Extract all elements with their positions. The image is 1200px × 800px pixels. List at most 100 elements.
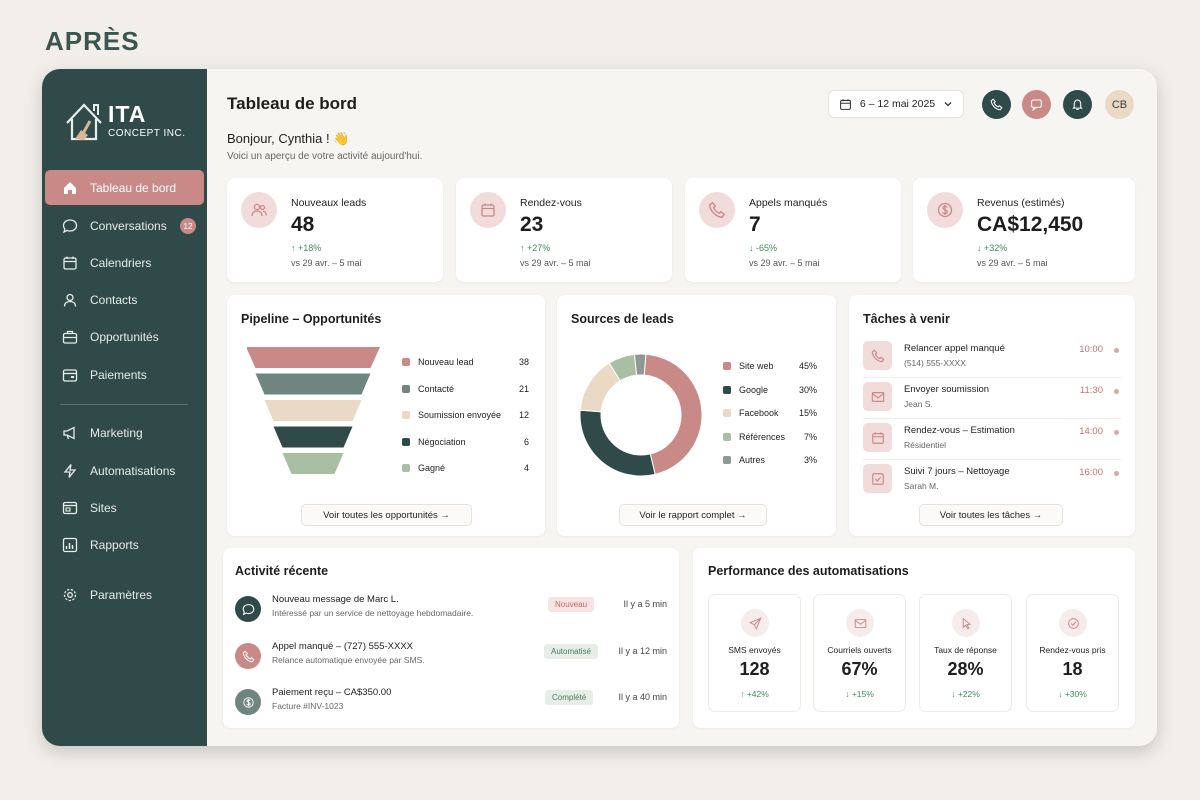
automation-stat-delta: ↑ +42% <box>740 689 769 699</box>
sidebar-item-conversations[interactable]: Conversations 12 <box>45 208 204 243</box>
legend-item: Nouveau lead <box>402 357 474 367</box>
automation-stat-sms[interactable]: SMS envoyés 128 ↑ +42% <box>708 594 801 712</box>
task-subtitle: Jean S. <box>904 399 933 409</box>
sidebar-divider <box>60 404 188 405</box>
sidebar-item-label: Tableau de bord <box>90 180 177 195</box>
lead-sources-card: Sources de leads Site web 45% Google 30% Fac… <box>557 295 836 536</box>
sidebar-item-label: Sites <box>90 500 117 515</box>
activity-time: Il y a 5 min <box>623 599 667 609</box>
sidebar-item-label: Automatisations <box>90 463 176 478</box>
legend-swatch <box>723 385 731 394</box>
gear-icon <box>63 588 77 601</box>
automation-stat-value: 67% <box>841 659 878 679</box>
automation-stat-delta: ↓ +15% <box>845 689 874 699</box>
sidebar-item-calendars[interactable]: Calendriers <box>45 245 204 280</box>
sidebar-item-automations[interactable]: Automatisations <box>45 453 204 488</box>
funnel-stage <box>264 400 362 421</box>
sidebar-item-opportunities[interactable]: Opportunités <box>45 319 204 354</box>
task-title: Rendez-vous – Estimation <box>904 425 1015 436</box>
house-broom-logo-icon <box>66 103 102 141</box>
activity-time: Il y a 12 min <box>618 646 667 656</box>
users-icon <box>241 192 277 228</box>
kpi-delta: ↓ -65% <box>749 243 778 253</box>
task-item[interactable]: Envoyer soumission Jean S. 11:30 <box>863 380 1121 416</box>
legend-swatch <box>402 384 410 393</box>
kpi-delta: ↓ +32% <box>977 243 1008 253</box>
recent-activity-card: Activité récente Nouveau message de Marc… <box>223 548 679 728</box>
sidebar-item-reports[interactable]: Rapports <box>45 527 204 562</box>
kpi-period: vs 29 avr. – 5 mai <box>749 258 820 268</box>
kpi-card-appointments[interactable]: Rendez-vous 23 ↑ +27% vs 29 avr. – 5 mai <box>456 178 672 282</box>
task-time: 10:00 <box>1079 344 1103 355</box>
activity-item[interactable]: Paiement reçu – CA$350.00 Facture #INV-1… <box>235 687 667 723</box>
user-icon <box>63 293 77 307</box>
legend-swatch <box>402 464 410 472</box>
notifications-button[interactable] <box>1063 90 1092 119</box>
legend-label: Google <box>739 384 769 395</box>
date-range-picker[interactable]: 6 – 12 mai 2025 <box>828 90 964 118</box>
pipeline-funnel-chart <box>247 347 380 474</box>
activity-item[interactable]: Appel manqué – (727) 555-XXXX Relance au… <box>235 641 667 677</box>
sidebar-item-payments[interactable]: Paiements <box>45 357 204 392</box>
kpi-period: vs 29 avr. – 5 mai <box>291 258 362 268</box>
legend-label: Facebook <box>739 408 779 418</box>
check-circle-icon <box>1059 609 1087 637</box>
view-all-tasks-button[interactable]: Voir toutes les tâches → <box>919 504 1063 526</box>
kpi-card-missed-calls[interactable]: Appels manqués 7 ↓ -65% vs 29 avr. – 5 m… <box>685 178 901 282</box>
call-button[interactable] <box>982 90 1011 119</box>
task-subtitle: Résidentiel <box>904 440 947 450</box>
calendar-icon <box>63 256 77 270</box>
activity-time: Il y a 40 min <box>618 692 667 702</box>
funnel-stage <box>273 426 353 448</box>
legend-label: Autres <box>739 455 766 465</box>
kpi-label: Revenus (estimés) <box>977 197 1065 209</box>
task-item[interactable]: Suivi 7 jours – Nettoyage Sarah M. 16:00 <box>863 462 1121 498</box>
sidebar-item-label: Rapports <box>90 537 139 552</box>
automation-stat-label: SMS envoyés <box>728 645 781 655</box>
status-badge: Automatisé <box>544 644 599 659</box>
kpi-card-leads[interactable]: Nouveaux leads 48 ↑ +18% vs 29 avr. – 5 … <box>227 178 443 282</box>
home-icon <box>64 181 76 194</box>
greeting-subtitle: Voici un aperçu de votre activité aujour… <box>227 151 423 162</box>
lead-sources-title: Sources de leads <box>571 312 674 326</box>
bolt-icon <box>63 463 77 478</box>
megaphone-icon <box>63 425 75 440</box>
dollar-icon <box>927 192 963 228</box>
automation-stat-appointments[interactable]: Rendez-vous pris 18 ↓ +30% <box>1026 594 1119 712</box>
upcoming-tasks-card: Tâches à venir Relancer appel manqué (51… <box>849 295 1135 536</box>
task-status-dot <box>1114 389 1119 394</box>
view-full-report-button[interactable]: Voir le rapport complet → <box>619 504 767 526</box>
brand-name: ITA <box>108 101 147 127</box>
sidebar-item-dashboard[interactable]: Tableau de bord <box>45 170 204 205</box>
automation-stat-value: 18 <box>1062 659 1083 679</box>
legend-item: Autres <box>723 455 765 465</box>
automation-stat-response-rate[interactable]: Taux de réponse 28% ↓ +22% <box>919 594 1012 712</box>
task-item[interactable]: Rendez-vous – Estimation Résidentiel 14:… <box>863 421 1121 457</box>
legend-value: 15% <box>798 408 817 418</box>
kpi-card-revenue[interactable]: Revenus (estimés) CA$12,450 ↓ +32% vs 29… <box>913 178 1135 282</box>
legend-value: 6 <box>523 436 529 447</box>
sidebar-item-settings[interactable]: Paramètres <box>45 577 204 612</box>
sidebar-item-label: Marketing <box>90 425 143 440</box>
activity-item[interactable]: Nouveau message de Marc L. Intéressé par… <box>235 594 667 630</box>
pipeline-card: Pipeline – Opportunités Nouveau lead 38 Co… <box>227 295 545 536</box>
messages-button[interactable] <box>1022 90 1051 119</box>
phone-icon <box>863 341 892 370</box>
task-item[interactable]: Relancer appel manqué (514) 555-XXXX 10:… <box>863 339 1121 375</box>
legend-value: 3% <box>803 455 817 465</box>
legend-label: Soumission envoyée <box>418 410 502 420</box>
avatar[interactable]: CB <box>1105 90 1134 119</box>
task-time: 11:30 <box>1079 385 1103 396</box>
legend-value: 38 <box>518 357 529 367</box>
sidebar-item-contacts[interactable]: Contacts <box>45 282 204 317</box>
view-all-opportunities-button[interactable]: Voir toutes les opportunités → <box>301 504 472 526</box>
sidebar-item-sites[interactable]: Sites <box>45 490 204 525</box>
sidebar-item-marketing[interactable]: Marketing <box>45 415 204 450</box>
automation-stat-emails[interactable]: Courriels ouverts 67% ↓ +15% <box>813 594 906 712</box>
legend-item: Facebook <box>723 408 779 418</box>
chat-icon <box>1031 99 1042 111</box>
automation-performance-card: Performance des automatisations SMS envo… <box>693 548 1135 728</box>
kpi-value: 7 <box>749 213 761 236</box>
activity-title-text: Paiement reçu – CA$350.00 <box>272 687 392 698</box>
kpi-value: CA$12,450 <box>977 213 1084 236</box>
